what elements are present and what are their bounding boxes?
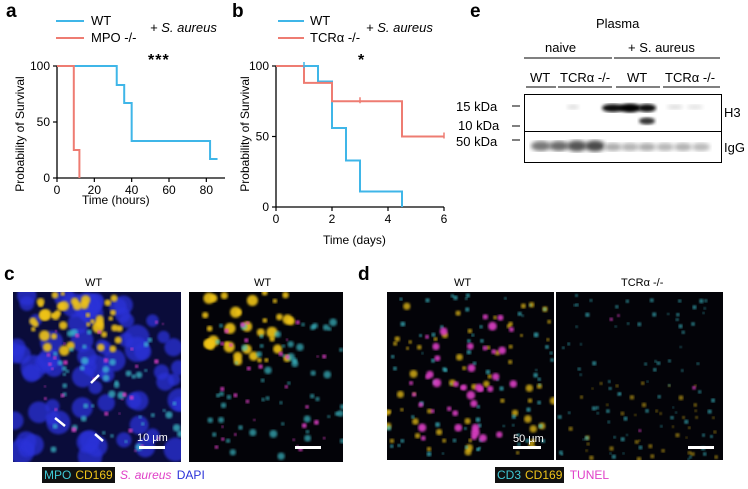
scale-bar-d-right [688, 446, 714, 449]
y-tick-label: 0 [43, 171, 50, 185]
lane-naive-wt: WT [530, 70, 551, 85]
band-label-h3: H3 [724, 105, 741, 120]
arrow-icon [90, 374, 100, 384]
arrow-icon [54, 417, 66, 427]
stain-cd3: CD3 [495, 467, 524, 483]
x-tick-label: 40 [125, 183, 139, 197]
micrograph-c-merged: 10 µm [13, 292, 181, 462]
x-tick-label: 0 [273, 212, 280, 226]
blot-group-lines [512, 57, 720, 141]
lane-infected-wt: WT [627, 70, 648, 85]
stain-saureus: S. aureus [120, 468, 172, 482]
survival-line-wt [276, 65, 403, 207]
condition-label-b: + S. aureus [366, 20, 433, 35]
marker-10kda: 10 kDa [458, 118, 500, 133]
condition-label-a: + S. aureus [150, 20, 217, 35]
micro-c-left-title: WT [85, 277, 103, 289]
x-tick-label: 80 [200, 183, 214, 197]
x-tick-label: 20 [88, 183, 102, 197]
stain-legend-d: CD3 CD169 TUNEL [495, 467, 610, 483]
micro-c-right-title: WT [254, 277, 272, 289]
y-tick-label: 100 [30, 59, 50, 73]
y-tick-label: 50 [256, 130, 270, 144]
h3-band-lane5 [602, 104, 624, 112]
y-tick-label: 0 [262, 200, 269, 214]
survival-line-wt [57, 65, 218, 160]
panel-c-letter: c [4, 264, 15, 285]
stain-dapi: DAPI [176, 468, 205, 482]
panel-a-legend [56, 20, 84, 39]
panel-a-letter: a [6, 1, 17, 22]
scale-label-d: 50 µm [513, 433, 544, 445]
panel-b-legend [278, 20, 304, 39]
stain-cd169-d: CD169 [523, 467, 565, 483]
micrograph-d-tcr [556, 292, 723, 460]
xlabel-a: Time (hours) [82, 193, 150, 207]
x-tick-label: 60 [162, 183, 176, 197]
lane-infected-tcr: TCRα -/- [665, 70, 716, 85]
marker-50kda: 50 kDa [456, 134, 498, 149]
micrograph-c-no-dapi [189, 292, 343, 462]
x-tick-label: 6 [441, 212, 448, 226]
group-naive-label: naive [545, 40, 577, 55]
stain-tunel: TUNEL [569, 468, 610, 482]
survival-line-ko [276, 65, 444, 138]
micro-d-left-title: WT [454, 277, 472, 289]
panel-d-letter: d [358, 264, 370, 285]
stain-cd169-c: CD169 [73, 467, 115, 483]
xlabel-b: Time (days) [323, 233, 386, 247]
legend-ko-label-a: MPO -/- [91, 30, 137, 45]
marker-15kda: 15 kDa [456, 99, 498, 114]
h3-lowband-lane7 [639, 117, 655, 125]
x-tick-label: 4 [385, 212, 392, 226]
arrow-icon [94, 433, 104, 442]
significance-a: *** [148, 52, 170, 69]
h3-band-lane6 [619, 103, 641, 113]
legend-ko-label-b: TCRα -/- [310, 30, 361, 45]
stain-legend-c: MPO CD169 S. aureus DAPI [42, 467, 205, 483]
band-label-igg: IgG [724, 140, 745, 155]
legend-wt-label-b: WT [310, 13, 331, 28]
lane-naive-tcr: TCRα -/- [560, 70, 611, 85]
micro-d-right-title: TCRα -/- [621, 277, 664, 289]
y-tick-label: 100 [249, 59, 269, 73]
stain-mpo: MPO [42, 467, 74, 483]
x-tick-label: 2 [329, 212, 336, 226]
blot-h3-strip [524, 94, 722, 132]
survival-line-ko [57, 65, 81, 178]
x-tick-label: 0 [54, 183, 61, 197]
blot-igg-strip [524, 131, 722, 163]
blot-title: Plasma [596, 16, 640, 31]
scale-bar-c-right [295, 446, 321, 449]
legend-wt-label-a: WT [91, 13, 112, 28]
significance-b: * [358, 52, 365, 69]
group-infected-label: + S. aureus [628, 40, 695, 55]
scale-bar-c [139, 446, 165, 449]
micrograph-d-wt: 50 µm [387, 292, 554, 460]
scale-bar-d [513, 446, 541, 449]
y-tick-label: 50 [37, 115, 51, 129]
h3-band-lane7 [638, 104, 656, 112]
panel-b-letter: b [232, 1, 244, 22]
panel-e-letter: e [470, 1, 481, 22]
scale-label-c: 10 µm [137, 432, 168, 444]
